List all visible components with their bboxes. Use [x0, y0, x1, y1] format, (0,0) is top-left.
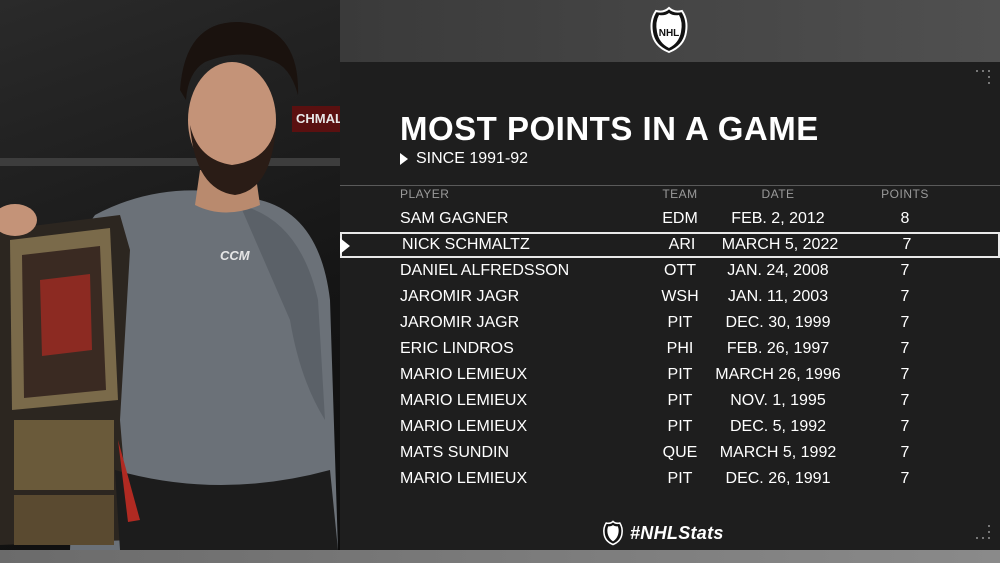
date: MARCH 5, 1992 — [719, 444, 837, 461]
points: 7 — [900, 288, 910, 305]
table-row: JAROMIR JAGR WSH JAN. 11, 2003 7 — [340, 284, 1000, 310]
stats-panel — [340, 62, 1000, 550]
corner-dots-top — [976, 70, 992, 86]
arena-sign: CHMAL — [292, 106, 340, 132]
footer: #NHLStats — [602, 520, 724, 546]
date: MARCH 5, 2022 — [721, 236, 839, 253]
player-name: DANIEL ALFREDSSON — [400, 262, 570, 279]
team: EDM — [662, 210, 698, 227]
player-name: JAROMIR JAGR — [400, 314, 520, 331]
player-name: ERIC LINDROS — [400, 340, 514, 357]
nhl-shield-icon: NHL — [650, 6, 688, 54]
table-row: ERIC LINDROS PHI FEB. 26, 1997 7 — [340, 336, 1000, 362]
team: OTT — [664, 262, 696, 279]
team: PIT — [667, 470, 693, 487]
player-name: MARIO LEMIEUX — [400, 470, 528, 487]
points: 7 — [900, 314, 910, 331]
play-triangle-icon — [400, 153, 408, 165]
points: 7 — [900, 470, 910, 487]
svg-text:NHL: NHL — [659, 28, 680, 39]
player-name: MARIO LEMIEUX — [400, 366, 528, 383]
table-row: SAM GAGNER EDM FEB. 2, 2012 8 — [340, 206, 1000, 232]
column-header-points: POINTS — [881, 187, 929, 201]
team: PIT — [667, 418, 693, 435]
player-photo: CHMAL CCM — [0, 0, 340, 550]
nhl-small-shield-icon — [603, 520, 623, 546]
table-row: MARIO LEMIEUX PIT DEC. 26, 1991 7 — [340, 466, 1000, 492]
date: FEB. 26, 1997 — [726, 340, 830, 357]
stats-table: SAM GAGNER EDM FEB. 2, 2012 8 NICK SCHMA… — [340, 206, 1000, 492]
points: 7 — [900, 418, 910, 435]
team: ARI — [668, 236, 696, 253]
column-header-player: PLAYER — [400, 187, 450, 201]
points: 7 — [900, 392, 910, 409]
points: 7 — [900, 340, 910, 357]
date: DEC. 30, 1999 — [725, 314, 831, 331]
date: JAN. 11, 2003 — [727, 288, 829, 305]
player-name: JAROMIR JAGR — [400, 288, 520, 305]
team: PHI — [666, 340, 694, 357]
bottom-bar — [0, 550, 1000, 563]
team: QUE — [662, 444, 698, 461]
points: 7 — [900, 444, 910, 461]
highlight-arrow-icon — [340, 238, 350, 254]
team: PIT — [667, 392, 693, 409]
player-name: MARIO LEMIEUX — [400, 392, 528, 409]
table-row: DANIEL ALFREDSSON OTT JAN. 24, 2008 7 — [340, 258, 1000, 284]
column-header-team: TEAM — [662, 187, 698, 201]
table-row: MARIO LEMIEUX PIT DEC. 5, 1992 7 — [340, 414, 1000, 440]
subtitle: SINCE 1991-92 — [400, 150, 528, 168]
table-row: MARIO LEMIEUX PIT NOV. 1, 1995 7 — [340, 388, 1000, 414]
team: PIT — [667, 314, 693, 331]
date: FEB. 2, 2012 — [731, 210, 825, 227]
date: DEC. 5, 1992 — [729, 418, 827, 435]
date: DEC. 26, 1991 — [725, 470, 831, 487]
player-name: SAM GAGNER — [400, 210, 509, 227]
shirt-logo: CCM — [220, 248, 250, 263]
team: WSH — [661, 288, 699, 305]
table-row-highlighted: NICK SCHMALTZ ARI MARCH 5, 2022 7 — [340, 232, 1000, 258]
points: 8 — [900, 210, 910, 227]
table-row: JAROMIR JAGR PIT DEC. 30, 1999 7 — [340, 310, 1000, 336]
player-name: MATS SUNDIN — [400, 444, 510, 461]
table-header: PLAYER TEAM DATE POINTS — [340, 185, 1000, 203]
subtitle-text: SINCE 1991-92 — [416, 150, 529, 167]
column-header-date: DATE — [761, 187, 795, 201]
footer-hashtag: #NHLStats — [630, 522, 724, 543]
chart-title: MOST POINTS IN A GAME — [400, 110, 819, 147]
player-name: MARIO LEMIEUX — [400, 418, 528, 435]
player-illustration — [0, 21, 340, 550]
date: NOV. 1, 1995 — [730, 392, 826, 409]
table-row: MARIO LEMIEUX PIT MARCH 26, 1996 7 — [340, 362, 1000, 388]
player-name: NICK SCHMALTZ — [402, 236, 530, 253]
corner-dots-bottom — [976, 525, 992, 541]
table-row: MATS SUNDIN QUE MARCH 5, 1992 7 — [340, 440, 1000, 466]
points: 7 — [900, 262, 910, 279]
date: MARCH 26, 1996 — [715, 366, 841, 383]
team: PIT — [667, 366, 693, 383]
points: 7 — [900, 366, 910, 383]
points: 7 — [902, 236, 912, 253]
date: JAN. 24, 2008 — [727, 262, 829, 279]
